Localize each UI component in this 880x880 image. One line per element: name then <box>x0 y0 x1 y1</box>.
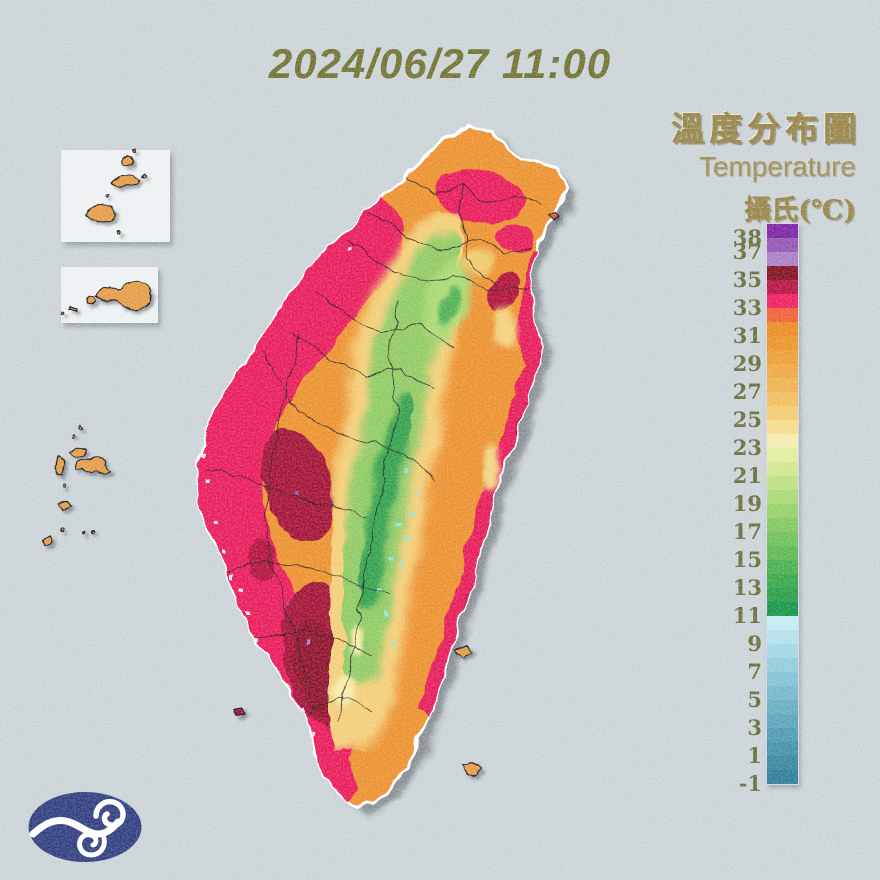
xiaoliuqiu-island <box>233 707 246 717</box>
colorbar-tick-label: 1 <box>747 743 762 768</box>
inset-matsu-box <box>61 150 170 242</box>
colorbar-tick-label: 3 <box>747 715 762 740</box>
colorbar-band <box>767 448 798 462</box>
inset-kinmen <box>61 267 158 323</box>
colorbar-band <box>767 308 798 322</box>
colorbar-tick-label: 15 <box>732 547 762 572</box>
colorbar-tick-label: 33 <box>732 295 762 320</box>
colorbar-band <box>767 560 798 574</box>
temperature-colorbar <box>766 223 799 785</box>
colorbar-band <box>767 616 798 630</box>
colorbar-band <box>767 238 798 252</box>
colorbar-band <box>767 714 798 728</box>
colorbar-tick-label: -1 <box>738 771 762 796</box>
legend-title-chinese: 溫度分布圖 <box>671 109 861 148</box>
legend-unit-label: 攝氏(℃) <box>744 195 856 226</box>
colorbar-band <box>767 700 798 714</box>
map-datetime-title: 2024/06/27 11:00 <box>268 40 612 87</box>
colorbar-band <box>767 322 798 336</box>
colorbar-tick-label: 37 <box>732 239 762 264</box>
inset-matsu <box>61 149 170 242</box>
colorbar-band <box>767 518 798 532</box>
colorbar-band <box>767 476 798 490</box>
colorbar-band <box>767 434 798 448</box>
colorbar-band <box>767 644 798 658</box>
colorbar-tick-label: 7 <box>747 659 762 684</box>
colorbar-band <box>767 364 798 378</box>
colorbar-band <box>767 392 798 406</box>
colorbar-band <box>767 252 798 266</box>
colorbar-band <box>767 756 798 770</box>
colorbar-band <box>767 336 798 350</box>
colorbar-band <box>767 504 798 518</box>
legend-title-english: Temperature <box>698 151 856 182</box>
colorbar-band <box>767 770 798 784</box>
colorbar-band <box>767 742 798 756</box>
colorbar-band <box>767 672 798 686</box>
colorbar-band <box>767 266 798 280</box>
colorbar-band <box>767 588 798 602</box>
colorbar-band <box>767 420 798 434</box>
legend-titles: 溫度分布圖 Temperature 攝氏(℃) <box>671 102 856 227</box>
penghu-islands <box>41 425 112 547</box>
taiwan-island <box>195 122 578 816</box>
colorbar-tick-label: 19 <box>732 491 762 516</box>
colorbar-band <box>767 574 798 588</box>
colorbar-band <box>767 406 798 420</box>
colorbar-band <box>767 602 798 616</box>
colorbar-tick-label: 23 <box>732 435 762 460</box>
colorbar-band <box>767 728 798 742</box>
colorbar-band <box>767 658 798 672</box>
colorbar-tick-label: 27 <box>732 379 762 404</box>
colorbar-tick-label: 9 <box>747 631 762 656</box>
colorbar-band <box>767 280 798 294</box>
colorbar-tick-label: 5 <box>747 687 762 712</box>
colorbar-band <box>767 462 798 476</box>
colorbar-tick-label: 35 <box>732 267 762 292</box>
colorbar-tick-label: 29 <box>732 351 762 376</box>
orchid-island <box>461 761 482 777</box>
colorbar-band <box>767 490 798 504</box>
colorbar-band <box>767 546 798 560</box>
colorbar-tick-label: 17 <box>732 519 762 544</box>
colorbar-band <box>767 532 798 546</box>
colorbar-band <box>767 378 798 392</box>
colorbar-tick-label: 25 <box>732 407 762 432</box>
cwa-logo <box>28 792 142 862</box>
colorbar-band <box>767 686 798 700</box>
colorbar-band <box>767 630 798 644</box>
colorbar-tick-label: 13 <box>732 575 762 600</box>
colorbar-band <box>767 350 798 364</box>
colorbar-tick-label: 31 <box>732 323 762 348</box>
colorbar-tick-label: 11 <box>732 603 762 628</box>
colorbar-tick-label: 21 <box>732 463 762 488</box>
colorbar-band <box>767 294 798 308</box>
